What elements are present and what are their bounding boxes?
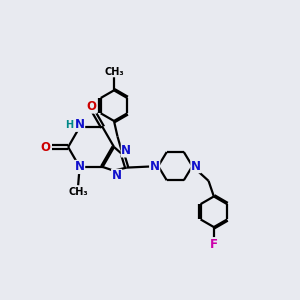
Text: N: N — [75, 160, 85, 173]
Text: N: N — [75, 118, 85, 131]
Text: N: N — [121, 144, 131, 157]
Text: N: N — [191, 160, 201, 172]
Text: CH₃: CH₃ — [68, 187, 88, 197]
Text: N: N — [150, 160, 160, 172]
Text: CH₃: CH₃ — [104, 67, 124, 77]
Text: N: N — [112, 169, 122, 182]
Text: H: H — [65, 120, 74, 130]
Text: O: O — [40, 141, 50, 154]
Text: F: F — [210, 238, 218, 251]
Text: O: O — [86, 100, 96, 113]
